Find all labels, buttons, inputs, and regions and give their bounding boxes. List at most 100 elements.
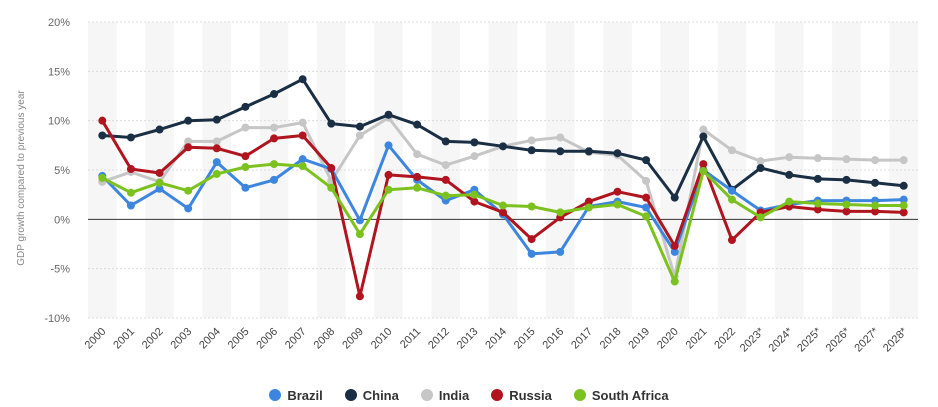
data-point[interactable]	[126, 201, 135, 210]
data-point[interactable]	[384, 141, 393, 150]
data-point[interactable]	[98, 131, 107, 140]
data-point[interactable]	[785, 153, 794, 162]
data-point[interactable]	[241, 163, 250, 172]
data-point[interactable]	[241, 183, 250, 192]
data-point[interactable]	[556, 133, 565, 142]
data-point[interactable]	[298, 162, 307, 171]
data-point[interactable]	[756, 164, 765, 173]
data-point[interactable]	[413, 183, 422, 192]
data-point[interactable]	[527, 136, 536, 145]
data-point[interactable]	[584, 147, 593, 156]
data-point[interactable]	[355, 122, 364, 131]
data-point[interactable]	[499, 208, 507, 217]
data-point[interactable]	[842, 207, 851, 216]
data-point[interactable]	[642, 212, 651, 221]
data-point[interactable]	[670, 241, 679, 250]
data-point[interactable]	[899, 156, 908, 165]
data-point[interactable]	[584, 197, 593, 206]
data-point[interactable]	[212, 137, 221, 146]
data-point[interactable]	[155, 178, 164, 187]
data-point[interactable]	[813, 154, 822, 163]
data-point[interactable]	[327, 164, 336, 173]
data-point[interactable]	[441, 161, 450, 170]
data-point[interactable]	[642, 156, 651, 165]
data-point[interactable]	[355, 292, 364, 301]
data-point[interactable]	[270, 175, 279, 184]
data-point[interactable]	[184, 186, 193, 195]
data-point[interactable]	[126, 133, 135, 142]
data-point[interactable]	[327, 119, 336, 128]
data-point[interactable]	[441, 191, 450, 200]
legend-item-brazil[interactable]: Brazil	[269, 388, 323, 403]
data-point[interactable]	[355, 230, 364, 239]
data-point[interactable]	[327, 183, 336, 192]
data-point[interactable]	[785, 197, 794, 206]
data-point[interactable]	[642, 176, 651, 185]
data-point[interactable]	[699, 125, 708, 134]
data-point[interactable]	[727, 236, 736, 245]
data-point[interactable]	[212, 115, 221, 124]
data-point[interactable]	[98, 116, 107, 125]
data-point[interactable]	[613, 149, 622, 158]
data-point[interactable]	[499, 201, 507, 210]
data-point[interactable]	[785, 170, 794, 179]
data-point[interactable]	[241, 152, 250, 161]
data-point[interactable]	[212, 158, 221, 167]
data-point[interactable]	[212, 169, 221, 178]
data-point[interactable]	[813, 199, 822, 208]
data-point[interactable]	[355, 131, 364, 140]
data-point[interactable]	[184, 116, 193, 125]
data-point[interactable]	[699, 160, 708, 169]
data-point[interactable]	[756, 213, 765, 222]
data-point[interactable]	[727, 186, 736, 195]
data-point[interactable]	[413, 120, 422, 129]
data-point[interactable]	[613, 187, 622, 196]
data-point[interactable]	[527, 249, 536, 258]
data-point[interactable]	[413, 172, 422, 181]
data-point[interactable]	[871, 156, 880, 165]
data-point[interactable]	[184, 204, 193, 213]
data-point[interactable]	[699, 132, 708, 141]
data-point[interactable]	[899, 208, 908, 217]
data-point[interactable]	[584, 203, 593, 212]
data-point[interactable]	[241, 123, 250, 132]
data-point[interactable]	[384, 110, 393, 119]
data-point[interactable]	[470, 138, 479, 147]
data-point[interactable]	[270, 90, 279, 99]
data-point[interactable]	[642, 193, 651, 202]
data-point[interactable]	[270, 123, 279, 132]
data-point[interactable]	[670, 277, 679, 286]
data-point[interactable]	[298, 118, 307, 127]
data-point[interactable]	[126, 165, 135, 174]
data-point[interactable]	[527, 202, 536, 211]
data-point[interactable]	[413, 150, 422, 159]
data-point[interactable]	[441, 137, 450, 146]
legend-item-india[interactable]: India	[420, 388, 469, 403]
data-point[interactable]	[670, 247, 679, 256]
data-point[interactable]	[899, 195, 908, 204]
data-point[interactable]	[470, 197, 479, 206]
data-point[interactable]	[155, 184, 164, 193]
data-point[interactable]	[298, 131, 307, 140]
legend-item-russia[interactable]: Russia	[491, 388, 552, 403]
data-point[interactable]	[212, 144, 221, 153]
data-point[interactable]	[155, 125, 164, 134]
data-point[interactable]	[441, 175, 450, 184]
data-point[interactable]	[727, 195, 736, 204]
data-point[interactable]	[642, 203, 651, 212]
data-point[interactable]	[155, 168, 164, 177]
data-point[interactable]	[556, 208, 565, 217]
data-point[interactable]	[184, 137, 193, 146]
data-point[interactable]	[899, 181, 908, 190]
data-point[interactable]	[699, 166, 708, 175]
data-point[interactable]	[384, 185, 393, 194]
data-point[interactable]	[270, 134, 279, 143]
data-point[interactable]	[355, 216, 364, 225]
data-point[interactable]	[98, 173, 107, 182]
data-point[interactable]	[126, 188, 135, 197]
data-point[interactable]	[499, 142, 507, 151]
data-point[interactable]	[871, 178, 880, 187]
data-point[interactable]	[842, 155, 851, 164]
data-point[interactable]	[556, 247, 565, 256]
data-point[interactable]	[899, 201, 908, 210]
